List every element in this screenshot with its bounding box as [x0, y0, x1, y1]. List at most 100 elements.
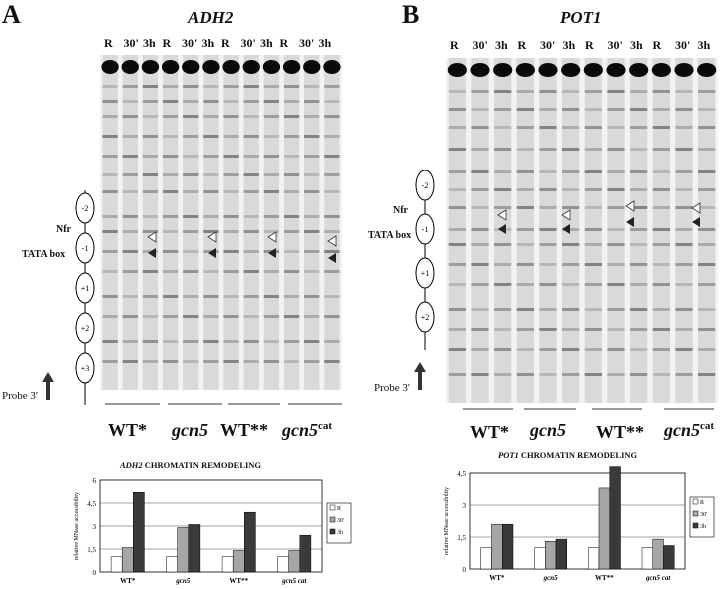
gel-band [304, 250, 320, 253]
gel-band [183, 135, 199, 138]
gel-band [448, 90, 466, 93]
gel-band [162, 100, 179, 103]
gel-band [584, 228, 602, 231]
gel-band [223, 100, 239, 103]
gel-band [652, 373, 670, 376]
panel-a-strain-gcn5cat: gcn5cat [282, 420, 332, 441]
nucleosome-label: -2 [82, 204, 89, 213]
gel-band [494, 328, 512, 331]
gel-band [263, 340, 280, 343]
gel-band [223, 173, 239, 176]
gel-band [698, 283, 716, 286]
nucleosome-label: -2 [422, 181, 429, 190]
gel-band [243, 155, 259, 158]
gel-band [102, 360, 118, 363]
gel-band [324, 190, 340, 193]
gel-band [142, 230, 159, 233]
gel-band [304, 155, 320, 158]
gel-band [183, 215, 199, 218]
gel-top-band [470, 63, 490, 77]
gel-band [516, 170, 534, 173]
gel-band [122, 230, 138, 233]
gel-band [584, 188, 602, 191]
gel-band [162, 250, 179, 253]
gel-band [304, 190, 320, 193]
lane-label: 30' [240, 36, 256, 50]
gel-band [584, 243, 602, 246]
gel-band [243, 190, 259, 193]
chart-x-tick: WT* [489, 574, 505, 582]
panel-b-strain-wt2: WT** [596, 422, 645, 442]
gel-band [142, 295, 159, 298]
gel-top-band [493, 63, 513, 77]
gel-band [562, 206, 580, 209]
gel-band [652, 348, 670, 351]
gel-band [562, 228, 580, 231]
filled-arrowhead-icon [148, 248, 156, 258]
gel-band [102, 340, 118, 343]
gel-band [203, 295, 219, 298]
gel-band [630, 308, 648, 311]
lane-label: R [104, 36, 113, 50]
gel-band [162, 135, 179, 138]
gel-band [203, 190, 219, 193]
lane-label: 3h [318, 36, 332, 50]
gel-band [652, 188, 670, 191]
gel-band [471, 206, 489, 209]
gel-band [142, 315, 159, 318]
gel-band [607, 263, 625, 266]
gel-band [698, 228, 716, 231]
gel-band [562, 90, 580, 93]
panel-b-lane-labels: R 30' 3h R 30' 3h R 30' 3h R 30' 3h [450, 38, 715, 54]
panel-a-strain-gcn5: gcn5 [172, 420, 208, 440]
gel-band [324, 85, 340, 88]
gel-band [243, 340, 259, 343]
chart-bar [609, 466, 621, 570]
gel-band [122, 315, 138, 318]
gel-band [630, 188, 648, 191]
gel-band [304, 135, 320, 138]
gel-band [630, 108, 648, 111]
panel-b-chart-title-rest: CHROMATIN REMODELING [518, 450, 638, 460]
panel-a-gel-blot [100, 55, 342, 390]
chart-legend-label: 30' [337, 518, 344, 524]
gel-lane [203, 55, 219, 390]
gel-band [675, 126, 693, 129]
gel-band [675, 283, 693, 286]
gel-band [223, 295, 239, 298]
gel-band [162, 360, 179, 363]
nucleosome [75, 352, 95, 384]
gel-band [283, 190, 300, 193]
panel-a-strain-gcn5cat-name: gcn5 [282, 420, 318, 440]
gel-band [203, 155, 219, 158]
gel-band [324, 250, 340, 253]
gel-band [122, 340, 138, 343]
gel-band [675, 263, 693, 266]
gel-band [183, 100, 199, 103]
panel-a-chart-title-rest: CHROMATIN REMODELING [142, 460, 262, 470]
gel-band [698, 243, 716, 246]
open-arrowhead-icon [207, 231, 217, 243]
gel-band [162, 315, 179, 318]
gel-band [283, 100, 300, 103]
gel-band [243, 250, 259, 253]
gel-band [223, 215, 239, 218]
gel-band [102, 250, 118, 253]
gel-band [263, 270, 280, 273]
gel-band [122, 135, 138, 138]
gel-band [607, 308, 625, 311]
gel-band [283, 295, 300, 298]
gel-lane [142, 55, 159, 390]
gel-band [162, 115, 179, 118]
chart-bar [663, 545, 675, 570]
gel-band [630, 170, 648, 173]
gel-band [183, 250, 199, 253]
gel-band [223, 190, 239, 193]
gel-band [223, 155, 239, 158]
gel-band [122, 190, 138, 193]
lane-label: R [585, 38, 594, 52]
gel-band [324, 315, 340, 318]
gel-band [539, 328, 557, 331]
lane-label: R [652, 38, 662, 52]
gel-band [448, 126, 466, 129]
